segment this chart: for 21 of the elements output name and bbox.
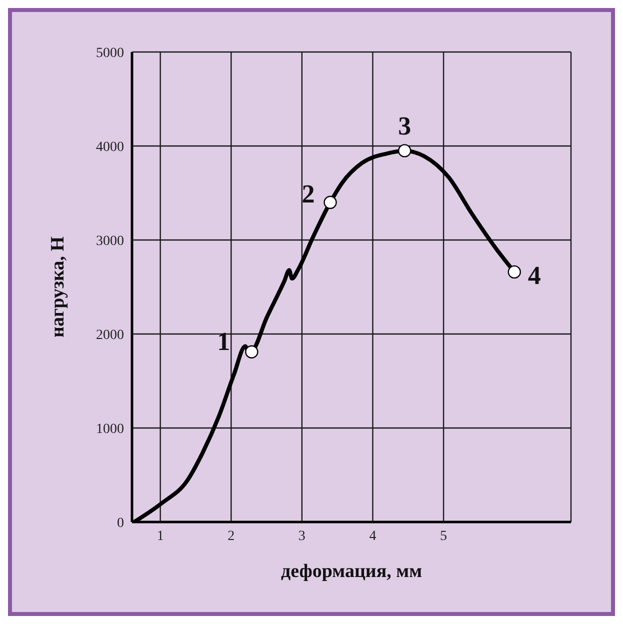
point	[324, 196, 337, 209]
x-tick-label: 2	[228, 528, 235, 544]
annotation: 2	[302, 179, 315, 208]
x-axis-title: деформация, мм	[280, 561, 422, 582]
y-tick-label: 3000	[96, 234, 124, 249]
point	[508, 265, 521, 279]
annotation: 1	[217, 326, 230, 356]
x-tick-label: 1	[156, 528, 164, 544]
x-tick-label: 5	[440, 528, 448, 544]
y-tick-label: 2000	[96, 328, 124, 343]
y-axis-title: нагрузка, Н	[48, 236, 69, 338]
y-tick-label: 5000	[96, 46, 124, 61]
x-tick-label: 3	[298, 528, 306, 544]
x-tick-label: 4	[369, 528, 376, 544]
annotation: 3	[398, 112, 412, 141]
y-tick-label: 1000	[96, 422, 124, 437]
point	[245, 345, 258, 358]
y-tick-label: 4000	[96, 140, 124, 155]
y-tick-label: 0	[117, 516, 124, 531]
annotation: 4	[528, 260, 541, 290]
point	[398, 144, 412, 158]
